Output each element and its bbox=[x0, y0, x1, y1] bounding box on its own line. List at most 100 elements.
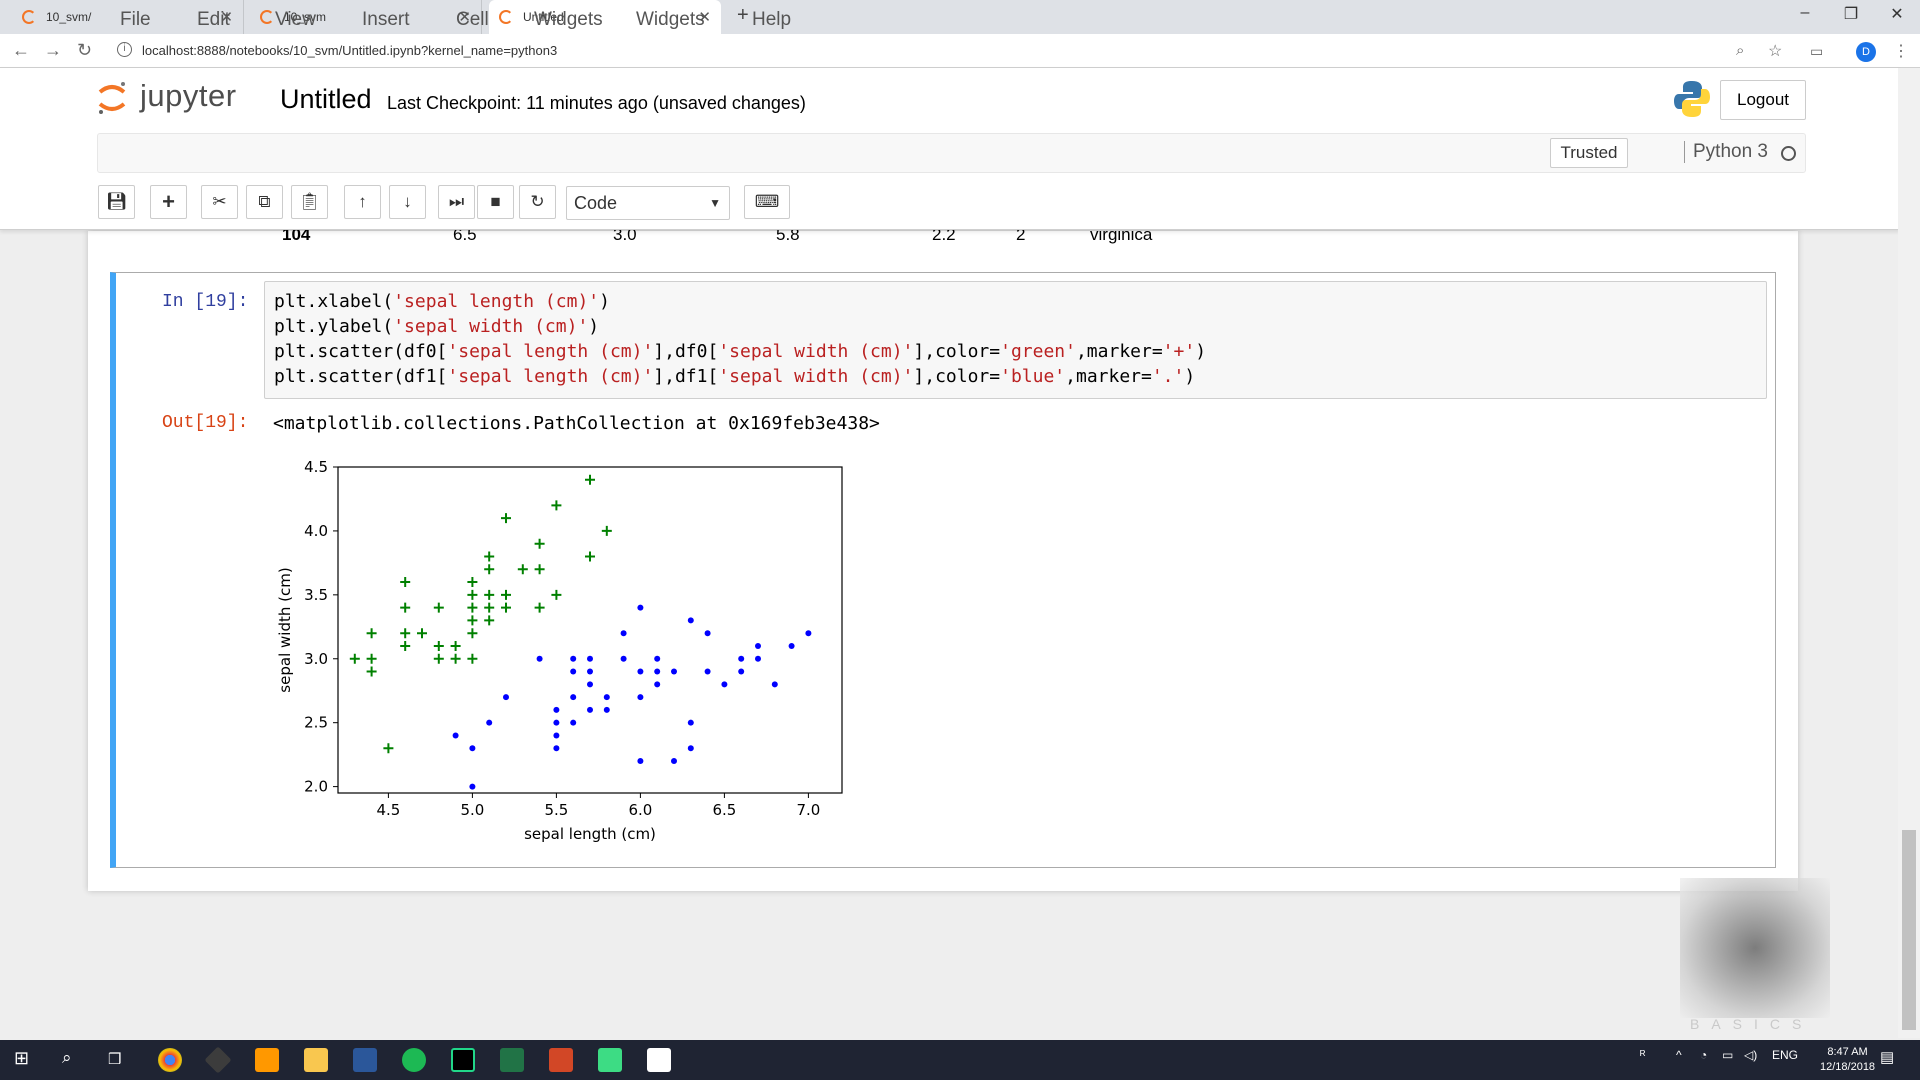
data-point-series-1 bbox=[587, 668, 593, 675]
bookmark-star-icon[interactable]: ☆ bbox=[1768, 43, 1783, 60]
data-point-series-0 bbox=[349, 653, 360, 664]
jupyter-favicon-icon bbox=[22, 10, 36, 24]
out-prompt: Out[19]: bbox=[162, 413, 249, 433]
data-point-series-0 bbox=[484, 551, 495, 562]
data-point-series-0 bbox=[501, 602, 511, 613]
interrupt-button[interactable]: ■ bbox=[477, 185, 514, 219]
volume-icon[interactable]: ◁) bbox=[1744, 1048, 1758, 1062]
data-point-series-0 bbox=[366, 653, 377, 664]
paste-button[interactable]: 📋︎ bbox=[291, 185, 328, 219]
browser-tab-2[interactable]: 10_svm ✕ bbox=[250, 0, 482, 34]
cell-type-select[interactable]: Code ▼ bbox=[566, 186, 730, 220]
command-palette-button[interactable]: ⌨ bbox=[744, 185, 790, 219]
browser-tab-3[interactable]: Untitled ✕ bbox=[489, 0, 721, 34]
excel-taskbar-icon[interactable] bbox=[500, 1048, 524, 1072]
tray-chevron-icon[interactable]: ^ bbox=[1676, 1048, 1682, 1062]
powerpoint-taskbar-icon[interactable] bbox=[549, 1048, 573, 1072]
notebook-title[interactable]: Untitled bbox=[280, 84, 372, 114]
code-editor[interactable]: plt.xlabel('sepal length (cm)') plt.ylab… bbox=[264, 281, 1767, 399]
tab-label: Untitled bbox=[523, 10, 564, 24]
copy-button[interactable]: ⧉ bbox=[246, 185, 283, 219]
close-window-icon[interactable]: ✕ bbox=[1890, 6, 1904, 23]
new-tab-icon[interactable]: + bbox=[737, 4, 749, 26]
camtasia-taskbar-icon[interactable] bbox=[598, 1048, 622, 1072]
search-icon[interactable]: ⌕ bbox=[62, 1048, 72, 1067]
tab-close-icon[interactable]: ✕ bbox=[698, 9, 711, 26]
logout-button[interactable]: Logout bbox=[1720, 80, 1806, 120]
site-info-icon[interactable]: i bbox=[117, 42, 132, 57]
spotify-taskbar-icon[interactable] bbox=[402, 1048, 426, 1072]
language-indicator[interactable]: ENG bbox=[1772, 1048, 1799, 1062]
kernel-name[interactable]: Python 3 bbox=[1684, 141, 1768, 163]
y-tick-label: 2.5 bbox=[304, 714, 328, 732]
restart-button[interactable]: ↻ bbox=[519, 185, 556, 219]
tab-label: 10_svm/ bbox=[46, 10, 92, 24]
data-point-series-0 bbox=[467, 628, 478, 639]
run-button[interactable]: ⏭︎ bbox=[438, 185, 475, 219]
file-explorer-taskbar-icon[interactable] bbox=[304, 1048, 328, 1072]
jupyter-logo-text[interactable]: jupyter bbox=[140, 78, 237, 113]
menu-edit[interactable]: Edit bbox=[197, 9, 230, 30]
caret-down-icon: ▼ bbox=[709, 196, 721, 210]
tab-close-icon[interactable]: ✕ bbox=[458, 9, 471, 26]
move-down-button[interactable]: ↓ bbox=[389, 185, 426, 219]
data-point-series-1 bbox=[805, 630, 812, 637]
reload-icon[interactable]: ↻ bbox=[77, 40, 93, 60]
page-scrollbar[interactable] bbox=[1898, 68, 1920, 1038]
forward-arrow-icon[interactable]: → bbox=[44, 40, 62, 60]
browser-tab-1[interactable]: 10_svm/ ✕ bbox=[12, 0, 244, 34]
cast-icon[interactable]: ▭ bbox=[1810, 43, 1824, 59]
menu-cell[interactable]: Cell bbox=[456, 9, 489, 30]
jupyter-logo-icon bbox=[98, 82, 126, 114]
menu-kernel[interactable]: Widgets bbox=[534, 9, 603, 30]
sublime-taskbar-icon[interactable] bbox=[255, 1048, 279, 1072]
x-tick-label: 6.5 bbox=[712, 801, 736, 819]
tab-close-icon[interactable]: ✕ bbox=[220, 9, 233, 26]
minimize-icon[interactable]: – bbox=[1800, 4, 1810, 21]
notifications-icon[interactable]: ▤ bbox=[1880, 1049, 1895, 1066]
data-point-series-0 bbox=[484, 615, 495, 626]
menu-insert[interactable]: Insert bbox=[362, 9, 410, 30]
task-view-icon[interactable]: ❒ bbox=[108, 1051, 122, 1068]
data-point-series-1 bbox=[620, 630, 627, 637]
arrow-down-icon: ↓ bbox=[403, 192, 412, 211]
back-arrow-icon[interactable]: ← bbox=[12, 40, 30, 60]
data-point-series-1 bbox=[603, 694, 610, 701]
wifi-icon[interactable]: ◔ bbox=[1700, 1048, 1708, 1062]
scrollbar-thumb[interactable] bbox=[1902, 830, 1916, 1030]
x-tick-label: 5.0 bbox=[460, 801, 484, 819]
battery-icon[interactable]: ▭ bbox=[1722, 1048, 1734, 1062]
menu-view[interactable]: View bbox=[275, 9, 316, 30]
data-point-series-0 bbox=[534, 564, 545, 575]
taskbar-clock[interactable]: 8:47 AM 12/18/2018 bbox=[1820, 1045, 1875, 1075]
step-forward-icon: ⏭︎ bbox=[448, 192, 465, 211]
menu-widgets[interactable]: Widgets bbox=[636, 9, 705, 30]
checkpoint-status: Last Checkpoint: 11 minutes ago (unsaved… bbox=[387, 93, 806, 113]
pycharm-taskbar-icon[interactable] bbox=[451, 1048, 475, 1072]
data-point-series-1 bbox=[570, 694, 577, 701]
insert-cell-button[interactable]: + bbox=[150, 185, 187, 219]
trusted-indicator[interactable]: Trusted bbox=[1550, 138, 1628, 168]
menu-help[interactable]: Help bbox=[752, 9, 792, 30]
app-taskbar-icon[interactable] bbox=[353, 1048, 377, 1072]
windows-taskbar bbox=[0, 1040, 1920, 1080]
people-icon[interactable]: ᴿ bbox=[1640, 1048, 1646, 1062]
browser-menu-icon[interactable]: ⋮ bbox=[1893, 43, 1909, 60]
save-button[interactable]: 💾︎ bbox=[98, 185, 135, 219]
data-point-series-1 bbox=[738, 655, 745, 662]
restore-icon[interactable]: ❐ bbox=[1843, 6, 1859, 23]
windows-start-icon[interactable]: ⊞ bbox=[14, 1048, 30, 1068]
webcam-overlay bbox=[1680, 878, 1830, 1018]
data-point-series-1 bbox=[587, 706, 593, 713]
chrome-taskbar-icon[interactable] bbox=[158, 1048, 182, 1072]
data-point-series-1 bbox=[637, 694, 644, 701]
profile-avatar[interactable]: D bbox=[1856, 42, 1876, 62]
camtasia-recorder-taskbar-icon[interactable] bbox=[647, 1048, 671, 1072]
output-text: <matplotlib.collections.PathCollection a… bbox=[273, 413, 880, 434]
zoom-icon[interactable]: ⌕ bbox=[1736, 42, 1745, 59]
url-text[interactable]: localhost:8888/notebooks/10_svm/Untitled… bbox=[142, 43, 558, 58]
move-up-button[interactable]: ↑ bbox=[344, 185, 381, 219]
cut-button[interactable]: ✂ bbox=[201, 185, 238, 219]
data-point-series-1 bbox=[654, 668, 661, 675]
menu-file[interactable]: File bbox=[120, 9, 151, 30]
